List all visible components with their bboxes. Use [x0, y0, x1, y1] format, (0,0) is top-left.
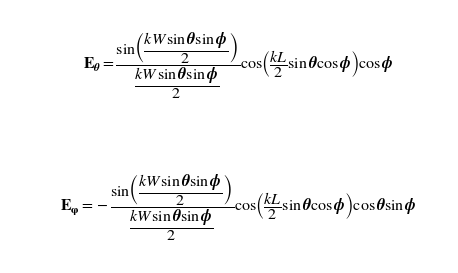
Text: $\mathbf{E}_{\boldsymbol{\varphi}} = -\dfrac{\sin\!\left(\dfrac{kW\,\sin\boldsym: $\mathbf{E}_{\boldsymbol{\varphi}} = -\d…	[60, 172, 416, 243]
Text: $\mathbf{E}_{\boldsymbol{\theta}} = \dfrac{\sin\!\left(\dfrac{kW\,\sin\boldsymbo: $\mathbf{E}_{\boldsymbol{\theta}} = \dfr…	[83, 30, 393, 101]
